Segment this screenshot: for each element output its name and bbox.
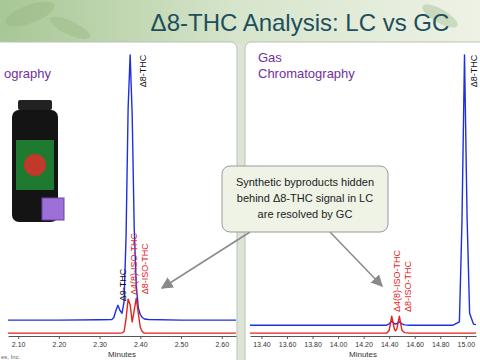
tick-mark <box>261 336 262 339</box>
callout-arrow <box>162 232 250 288</box>
x-axis: 13.40 13.60 13.80 14.00 14.20 14.40 14.60 14.80… <box>251 336 477 348</box>
peak-label: Δ8-ISO-THC <box>140 243 150 295</box>
tick-mark <box>181 336 182 339</box>
tick: 2.30 <box>93 336 107 348</box>
gummy <box>42 198 64 220</box>
axis-line <box>251 336 477 337</box>
axis-title: Minutes <box>108 350 136 359</box>
tick-mark <box>313 336 314 339</box>
slide: Δ8-THC Analysis: LC vs GC ography 2.10 2.20… <box>0 0 480 360</box>
tick-label: 15.00 <box>458 341 476 348</box>
trace <box>250 316 476 333</box>
footer: es, Inc. <box>1 354 21 360</box>
trace <box>8 298 236 333</box>
tick-label: 14.40 <box>381 341 399 348</box>
tick: 13.60 <box>279 336 297 348</box>
tick: 13.40 <box>253 336 271 348</box>
tick-label: 14.20 <box>355 341 373 348</box>
bottle-label <box>16 140 54 190</box>
plot-area <box>8 55 236 333</box>
panel-title: ography <box>4 66 51 81</box>
tick-mark <box>140 336 141 339</box>
tick-label: 13.60 <box>279 341 297 348</box>
tick-mark <box>338 336 339 339</box>
tick-mark <box>18 336 19 339</box>
panel <box>0 42 237 360</box>
tick: 14.40 <box>381 336 399 348</box>
tick-mark <box>389 336 390 339</box>
tick-label: 14.00 <box>330 341 348 348</box>
banner <box>0 0 480 44</box>
product-image <box>12 100 64 222</box>
tick: 2.60 <box>215 336 229 348</box>
x-axis: 2.10 2.20 2.30 2.40 2.50 2.60 <box>9 336 237 348</box>
tick-mark <box>415 336 416 339</box>
tick-mark <box>287 336 288 339</box>
bottle-cap <box>18 100 52 110</box>
panel-title: Gas <box>258 50 282 65</box>
tick: 2.50 <box>175 336 189 348</box>
callout-box <box>222 166 388 232</box>
callout-arrow <box>330 232 382 286</box>
peak-label: Δ4(8)-ISO-THC <box>392 250 402 313</box>
callout-text: are resolved by GC <box>258 208 353 220</box>
peak-label: Δ9-THC <box>118 268 128 301</box>
tick-label: 2.40 <box>134 341 148 348</box>
tick-mark <box>364 336 365 339</box>
tick-label: 13.80 <box>304 341 322 348</box>
tick: 14.00 <box>330 336 348 348</box>
tick: 14.80 <box>432 336 450 348</box>
tick: 14.20 <box>355 336 373 348</box>
tick: 13.80 <box>304 336 322 348</box>
tick-mark <box>100 336 101 339</box>
peak-label: Δ8-ISO-THC <box>403 261 413 313</box>
tick-mark <box>222 336 223 339</box>
banner-leaf <box>2 0 57 31</box>
axis-title: Minutes <box>349 350 377 359</box>
tick-mark <box>440 336 441 339</box>
tick-label: 2.50 <box>175 341 189 348</box>
tick-label: 2.20 <box>53 341 67 348</box>
tick-label: 14.80 <box>432 341 450 348</box>
tick-mark <box>59 336 60 339</box>
tick: 2.20 <box>53 336 67 348</box>
tick: 14.60 <box>406 336 424 348</box>
axis-line <box>9 336 237 337</box>
tick-label: 14.60 <box>406 341 424 348</box>
bottle-label-mark <box>24 154 46 176</box>
tick-label: 2.10 <box>12 341 26 348</box>
trace <box>8 55 236 320</box>
tick-mark <box>466 336 467 339</box>
tick: 2.40 <box>134 336 148 348</box>
peak-label: Δ8-THC <box>138 54 148 87</box>
callout-text: behind Δ8-THC signal in LC <box>237 192 373 204</box>
tick-label: 2.60 <box>215 341 229 348</box>
tick-label: 13.40 <box>253 341 271 348</box>
banner-leaf <box>47 12 93 43</box>
panel-title: Chromatography <box>258 66 355 81</box>
tick-label: 2.30 <box>93 341 107 348</box>
tick: 15.00 <box>458 336 476 348</box>
peak-label: Δ4(8)-ISO-THC <box>129 233 139 296</box>
slide-title: Δ8-THC Analysis: LC vs GC <box>151 9 450 36</box>
peak-label: Δ8-THC <box>469 54 479 87</box>
tick: 2.10 <box>12 336 26 348</box>
callout-text: Synthetic byproducts hidden <box>236 176 374 188</box>
